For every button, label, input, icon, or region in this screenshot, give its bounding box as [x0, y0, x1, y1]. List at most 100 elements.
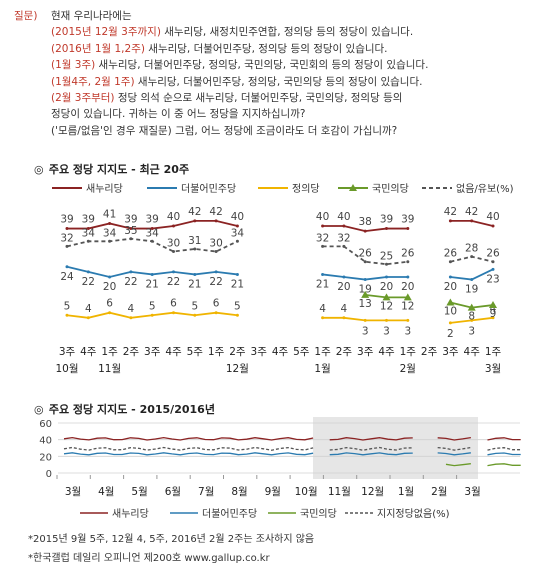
data-label: 9: [490, 308, 497, 320]
data-point: [446, 298, 455, 306]
x-tick-label: 1주: [101, 346, 118, 358]
data-label: 20: [401, 281, 414, 293]
data-label: 34: [146, 227, 160, 239]
question-text: 정당 의석 순으로 새누리당, 더불어민주당, 국민의당, 정의당 등의: [114, 92, 403, 104]
footer-note: *2015년 9월 5주, 12월 4, 5주, 2016년 2월 2주는 조사…: [28, 534, 315, 545]
x-tick-label: 1주: [208, 346, 225, 358]
data-point: [150, 313, 154, 317]
data-label: 5: [234, 300, 241, 312]
bullet-icon: ◎: [34, 403, 44, 416]
data-label: 34: [82, 227, 96, 239]
data-point: [363, 260, 367, 264]
data-label: 42: [465, 206, 478, 218]
data-point: [448, 219, 452, 223]
question-line: (2016년 1월 1,2주) 새누리당, 더불어민주당, 정의당 등의 정당이…: [51, 41, 388, 57]
series-line-none: [329, 446, 413, 451]
series-line-minju: [329, 452, 413, 456]
question-period: (2월 3주부터): [51, 92, 115, 104]
chart2-svg: 60 40 20 0 3월 4월 5월 6월 7월 8월 9월 10월 11월 12월 1월 2월 3월새누리당…: [39, 417, 521, 520]
data-label: 23: [486, 273, 499, 285]
data-label: 34: [103, 227, 117, 239]
data-point: [491, 224, 495, 228]
data-point: [193, 219, 197, 223]
data-point: [214, 311, 218, 315]
month-label: 11월: [98, 363, 121, 375]
question-period: (2016년 1월 1,2주): [51, 42, 145, 55]
x-tick-label: 3월: [464, 486, 480, 498]
data-label: 34: [231, 227, 245, 239]
data-label: 24: [60, 271, 74, 283]
data-label: 20: [380, 281, 393, 293]
data-point: [406, 318, 410, 322]
x-tick-label: 5주: [293, 346, 310, 358]
data-label: 40: [337, 211, 350, 223]
data-point: [406, 260, 410, 264]
month-label: 12월: [226, 363, 249, 375]
data-label: 38: [359, 216, 372, 228]
data-point: [129, 237, 133, 241]
chart1-title-text: 주요 정당 지지도 - 최근 20주: [48, 163, 190, 176]
data-point: [385, 227, 388, 231]
data-label: 6: [170, 298, 177, 310]
x-tick-label: 8월: [231, 486, 247, 498]
data-label: 26: [486, 248, 500, 260]
data-label: 21: [231, 278, 244, 290]
month-label: 2월: [400, 363, 416, 375]
legend-label: 국민의당: [372, 183, 409, 195]
data-point: [382, 293, 391, 301]
data-point: [470, 318, 474, 322]
data-label: 19: [359, 284, 372, 296]
data-point: [172, 311, 175, 315]
data-point: [214, 270, 218, 274]
data-label: 31: [188, 235, 201, 247]
data-point: [193, 272, 197, 276]
data-point: [150, 239, 154, 243]
x-tick-label: 1주: [400, 346, 417, 358]
series-line-minju: [63, 452, 314, 456]
data-label: 39: [401, 214, 414, 226]
data-point: [467, 303, 476, 311]
data-label: 4: [128, 303, 135, 315]
data-point: [403, 293, 412, 301]
data-label: 10: [444, 306, 457, 318]
data-point: [172, 224, 175, 228]
x-tick-label: 4주: [165, 346, 182, 358]
x-tick-label: 7월: [198, 486, 214, 498]
data-point: [470, 278, 474, 282]
data-point: [361, 290, 370, 298]
data-label: 30: [167, 238, 180, 250]
data-label: 39: [146, 214, 159, 226]
month-label: 3월: [485, 363, 501, 375]
data-label: 41: [103, 208, 116, 220]
question-line: (2월 3주부터) 정당 의석 순으로 새누리당, 더불어민주당, 국민의당, …: [51, 90, 402, 106]
data-label: 4: [341, 303, 348, 315]
data-point: [235, 272, 239, 276]
data-label: 2: [447, 328, 454, 340]
x-tick-label: 2주: [421, 346, 438, 358]
x-tick-label: 1주: [314, 346, 331, 358]
data-point: [86, 270, 90, 274]
data-point: [363, 318, 367, 322]
series-line-none: [63, 446, 314, 451]
question-line: ('모름/없음'인 경우 재질문) 그럼, 어느 정당에 조금이라도 더 호감이…: [51, 123, 397, 139]
data-label: 3: [404, 325, 411, 337]
question-period: (1월 3주): [51, 59, 96, 72]
data-label: 35: [124, 225, 137, 237]
x-tick-label: 2주: [229, 346, 246, 358]
data-point: [172, 250, 175, 253]
data-label: 5: [64, 300, 71, 312]
data-point: [363, 229, 367, 233]
data-label: 4: [85, 303, 92, 315]
legend-label: 없음/유보(%): [456, 182, 514, 195]
x-tick-label: 4월: [98, 486, 114, 498]
question-text: 현재 우리나라에는: [51, 10, 132, 22]
y-tick-label: 40: [39, 436, 52, 447]
data-label: 26: [401, 248, 415, 260]
data-label: 25: [380, 250, 393, 262]
data-label: 3: [468, 325, 475, 337]
data-point: [214, 250, 218, 253]
legend-label: 지지정당없음(%): [377, 507, 450, 520]
legend-label: 국민의당: [300, 508, 337, 520]
question-text: 새누리당, 새정치민주연합, 정의당 등의 정당이 있습니다.: [160, 26, 414, 39]
data-label: 12: [401, 300, 414, 312]
